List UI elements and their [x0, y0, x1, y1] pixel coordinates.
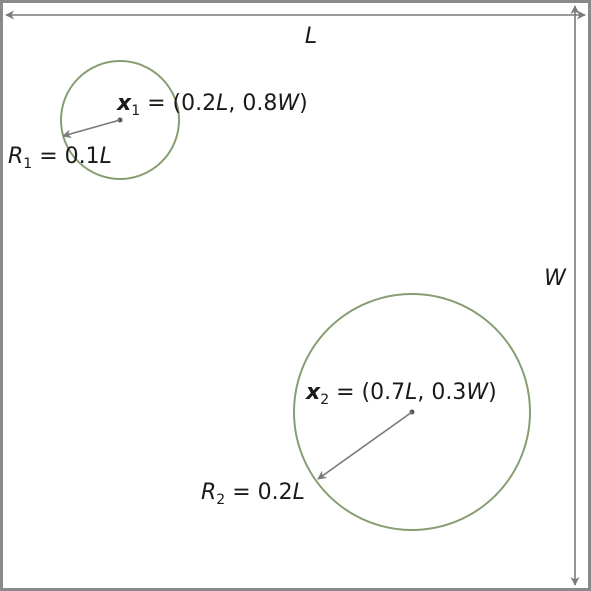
length-label: L: [305, 24, 317, 49]
circle-2-group: x2 = (0.7L, 0.3W) R2 = 0.2L: [201, 293, 531, 531]
circle-1-radius-arrow: [62, 119, 121, 139]
circle-1-radius-label: R1 = 0.1L: [8, 144, 112, 172]
circle-2: [293, 293, 531, 531]
circle-1: [60, 60, 180, 180]
width-label: W: [544, 266, 567, 291]
circle-2-radius-arrow: [317, 411, 413, 480]
circle-2-radius-label: R2 = 0.2L: [201, 480, 305, 508]
circle-1-center-label: x1 = (0.2L, 0.8W): [116, 91, 308, 119]
circle-2-center-label: x2 = (0.7L, 0.3W): [305, 380, 497, 408]
circle-1-group: x1 = (0.2L, 0.8W) R1 = 0.1L: [8, 60, 308, 180]
